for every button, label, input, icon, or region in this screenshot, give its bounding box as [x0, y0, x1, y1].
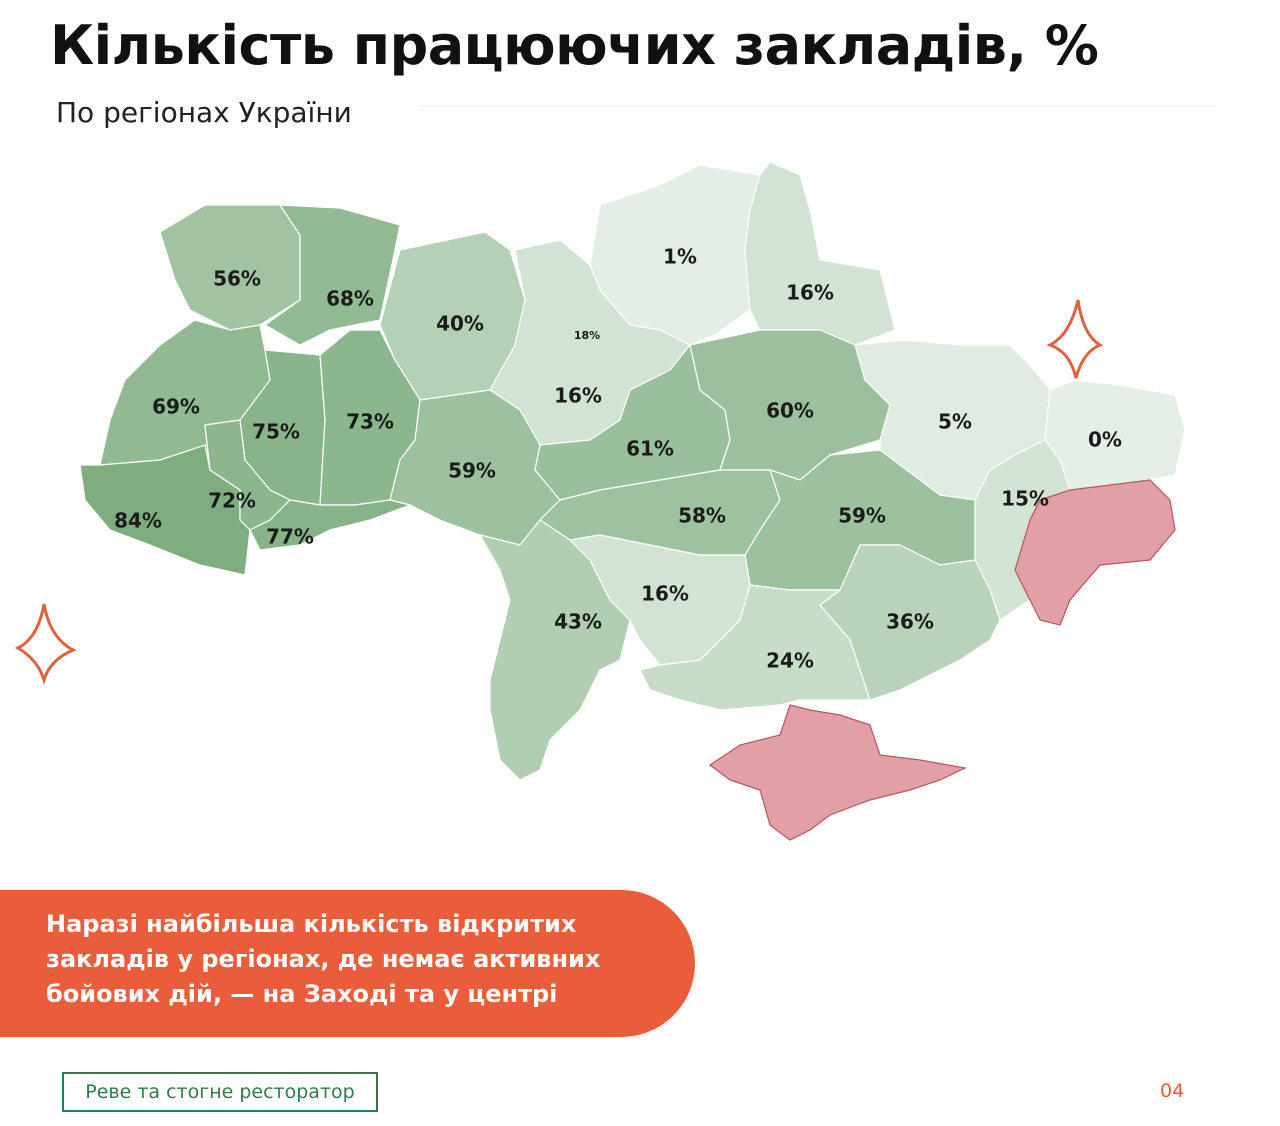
occupied-crimea — [708, 704, 967, 841]
region-label: 69% — [152, 395, 200, 419]
region — [744, 161, 896, 346]
region — [639, 584, 871, 711]
region-label: 60% — [766, 399, 814, 423]
callout-line: закладів у регіонах, де немає активних — [46, 945, 601, 973]
region-label: 15% — [1001, 487, 1049, 511]
region — [249, 499, 413, 551]
region-label: 73% — [346, 410, 394, 434]
region-label: 5% — [938, 410, 972, 434]
map: 56% 68% 40% 18% 16% 1% 16% 69% 75% 73% 59% 61% 60% 5%… — [14, 161, 1186, 841]
brand[interactable]: Реве та стогне ресторатор — [62, 1072, 378, 1112]
region-label: 40% — [436, 312, 484, 336]
region-label: 56% — [213, 267, 261, 291]
callout-line: Наразі найбільша кількість відкритих — [46, 910, 577, 938]
region-label: 18% — [574, 329, 600, 342]
region-label: 16% — [786, 281, 834, 305]
region-label: 61% — [626, 437, 674, 461]
region — [263, 204, 401, 346]
region-label: 68% — [326, 287, 374, 311]
sparkle — [14, 603, 77, 686]
title: Кількість працюючих закладів, % — [50, 14, 1099, 77]
region-label: 59% — [448, 459, 496, 483]
region-label: 36% — [886, 610, 934, 634]
region-label: 59% — [838, 504, 886, 528]
region-label: 16% — [554, 384, 602, 408]
region-label: 43% — [554, 610, 602, 634]
region-label: 58% — [678, 504, 726, 528]
region-label: 1% — [663, 245, 697, 269]
region — [159, 204, 301, 331]
region-label: 0% — [1088, 428, 1122, 452]
region-label: 16% — [641, 582, 689, 606]
occupied-donetsk — [1014, 479, 1176, 626]
region-label: 24% — [766, 649, 814, 673]
region-label: 84% — [114, 509, 162, 533]
region-label: 75% — [252, 420, 300, 444]
region-label: 77% — [266, 525, 314, 549]
callout: Наразі найбільша кількість відкритих зак… — [0, 890, 695, 1037]
page-number: 04 — [1160, 1080, 1185, 1102]
callout-line: бойових дій, — на Заході та у центрі — [46, 980, 558, 1008]
region-label: 72% — [208, 489, 256, 513]
divider — [420, 106, 1215, 107]
subtitle: По регіонах України — [56, 96, 352, 129]
sparkle — [1046, 299, 1104, 379]
